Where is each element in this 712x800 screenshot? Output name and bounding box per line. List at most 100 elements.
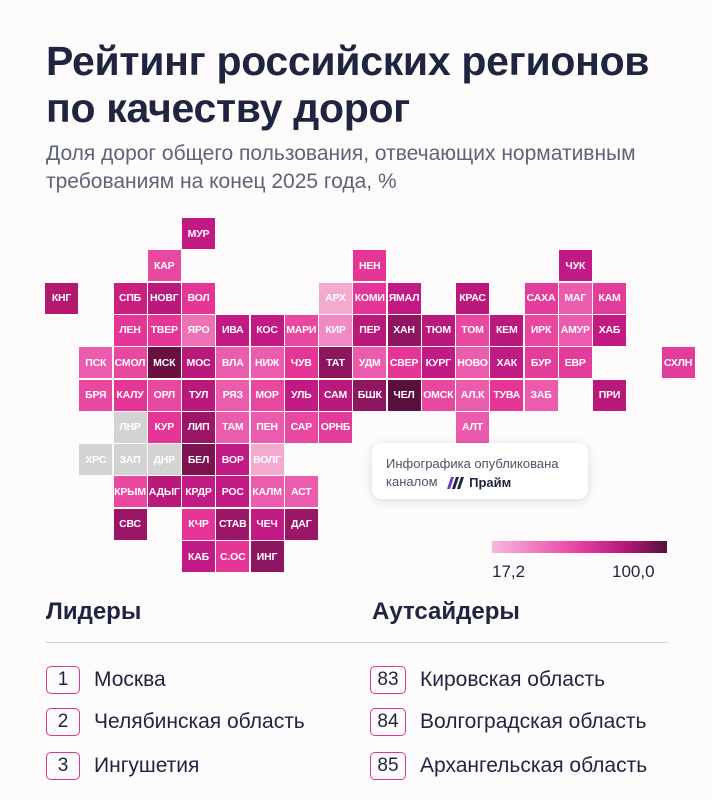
region-tile: ХАК <box>490 347 524 379</box>
region-tile: ХАН <box>387 314 421 346</box>
publication-note: Инфографика опубликована каналом Прайм <box>372 443 588 499</box>
region-tile: КАМ <box>593 282 626 314</box>
region-tile: ЛНР <box>113 411 147 443</box>
region-tile: МОР <box>250 379 284 411</box>
region-tile: ВОР <box>216 444 250 476</box>
region-tile: КУРГ <box>421 347 455 379</box>
region-tile: ЧЕЧ <box>250 508 284 540</box>
leader-rank-badge: 1 <box>46 666 80 694</box>
region-tile: АРХ <box>319 282 352 314</box>
region-tile: МАРИ <box>284 314 318 346</box>
region-tile: КАР <box>147 250 181 282</box>
leader-item: 3 Ингушетия <box>46 751 199 781</box>
leader-name: Челябинская область <box>94 710 305 733</box>
region-tile: ВЛА <box>216 347 250 379</box>
region-tile: С.ОС <box>216 541 250 572</box>
region-tile: САМ <box>319 379 352 411</box>
region-tile: ИРК <box>524 314 558 346</box>
region-tile: ИНГ <box>250 541 284 572</box>
region-tile: ТУВА <box>490 379 524 411</box>
region-tile: МУР <box>182 218 215 249</box>
leader-rank-badge: 2 <box>46 708 80 736</box>
region-tile: ЛЕН <box>113 314 147 346</box>
region-tile: КАЛУ <box>113 379 147 411</box>
region-tile: ВОЛГ <box>250 444 284 476</box>
page-subtitle: Доля дорог общего пользования, отвечающи… <box>46 140 636 196</box>
leader-item: 2 Челябинская область <box>46 707 305 737</box>
region-tile: БЕЛ <box>182 444 215 476</box>
region-tile: КОС <box>250 314 284 346</box>
region-tile: НИЖ <box>250 347 284 379</box>
region-tile: УЛЬ <box>284 379 318 411</box>
outsider-rank-badge: 84 <box>370 708 406 736</box>
region-tile: БШК <box>353 379 387 411</box>
region-tile: АДЫГ <box>147 476 181 508</box>
region-tile: МОС <box>182 347 215 379</box>
region-tile: НОВО <box>456 347 489 379</box>
region-tile: ЕВР <box>558 347 592 379</box>
brand-name: Прайм <box>469 474 512 490</box>
region-tile: ТЮМ <box>421 314 455 346</box>
region-tile: АМУР <box>558 314 592 346</box>
region-tile: ЗАП <box>113 444 147 476</box>
outsider-item: 83 Кировская область <box>370 665 605 695</box>
color-legend-bar <box>492 541 667 553</box>
region-tile: ЧУК <box>558 250 592 282</box>
region-tile: ХРС <box>79 444 113 476</box>
leaders-heading: Лидеры <box>46 598 142 625</box>
note-line-2: каналом Прайм <box>386 473 511 492</box>
subtitle-line-2: требованиям на конец 2025 года, % <box>46 170 397 193</box>
subtitle-line-1: Доля дорог общего пользования, отвечающи… <box>46 142 636 165</box>
note-channel-label: каналом <box>386 474 438 489</box>
region-tile: СВЕР <box>387 347 421 379</box>
section-divider <box>46 642 668 643</box>
region-tile: ЯМАЛ <box>387 282 421 314</box>
region-tile: ТУЛ <box>182 379 215 411</box>
region-tile: ЛИП <box>182 411 215 443</box>
prime-logo-icon <box>447 476 465 489</box>
region-tile: КНГ <box>45 282 78 314</box>
leader-item: 1 Москва <box>46 665 166 695</box>
region-tile: ПЕР <box>353 314 387 346</box>
region-tile: ПСК <box>79 347 113 379</box>
outsider-item: 84 Волгоградская область <box>370 707 646 737</box>
region-tile: ХАБ <box>593 314 626 346</box>
region-tile: КРАС <box>456 282 489 314</box>
region-tile: КИР <box>319 314 352 346</box>
region-tile: КУР <box>147 411 181 443</box>
region-tile: ТАМ <box>216 411 250 443</box>
outsiders-heading: Аутсайдеры <box>372 598 520 625</box>
outsider-name: Архангельская область <box>420 754 648 777</box>
region-tile: ЯРО <box>182 314 215 346</box>
region-tile: САР <box>284 411 318 443</box>
title-line-2: по качеству дорог <box>46 85 410 131</box>
region-tile: ДНР <box>147 444 181 476</box>
region-tile: ЧУВ <box>284 347 318 379</box>
region-tile: РЯЗ <box>216 379 250 411</box>
region-tile: ОРНБ <box>319 411 352 443</box>
leader-name: Москва <box>94 668 166 691</box>
outsider-rank-badge: 85 <box>370 752 406 780</box>
region-tile: ТОМ <box>456 314 489 346</box>
region-tile: ОРЛ <box>147 379 181 411</box>
region-tile: ПЕН <box>250 411 284 443</box>
region-tile: ПРИ <box>593 379 626 411</box>
region-tile: ИВА <box>216 314 250 346</box>
region-tile: КОМИ <box>353 282 387 314</box>
leader-rank-badge: 3 <box>46 752 80 780</box>
region-tile: МАГ <box>558 282 592 314</box>
region-tile: КРЫМ <box>113 476 147 508</box>
region-tile: СПБ <box>113 282 147 314</box>
region-tile: ЗАБ <box>524 379 558 411</box>
leader-name: Ингушетия <box>94 754 200 777</box>
outsider-name: Кировская область <box>420 668 606 691</box>
outsider-name: Волгоградская область <box>420 710 647 733</box>
region-tile: СВС <box>113 508 147 540</box>
region-tile: МСК <box>147 347 181 379</box>
region-tile: КАБ <box>182 541 215 572</box>
legend-max-label: 100,0 <box>612 562 655 581</box>
region-tile: АСТ <box>284 476 318 508</box>
region-tile: САХА <box>524 282 558 314</box>
brand-logo: Прайм <box>447 474 511 492</box>
